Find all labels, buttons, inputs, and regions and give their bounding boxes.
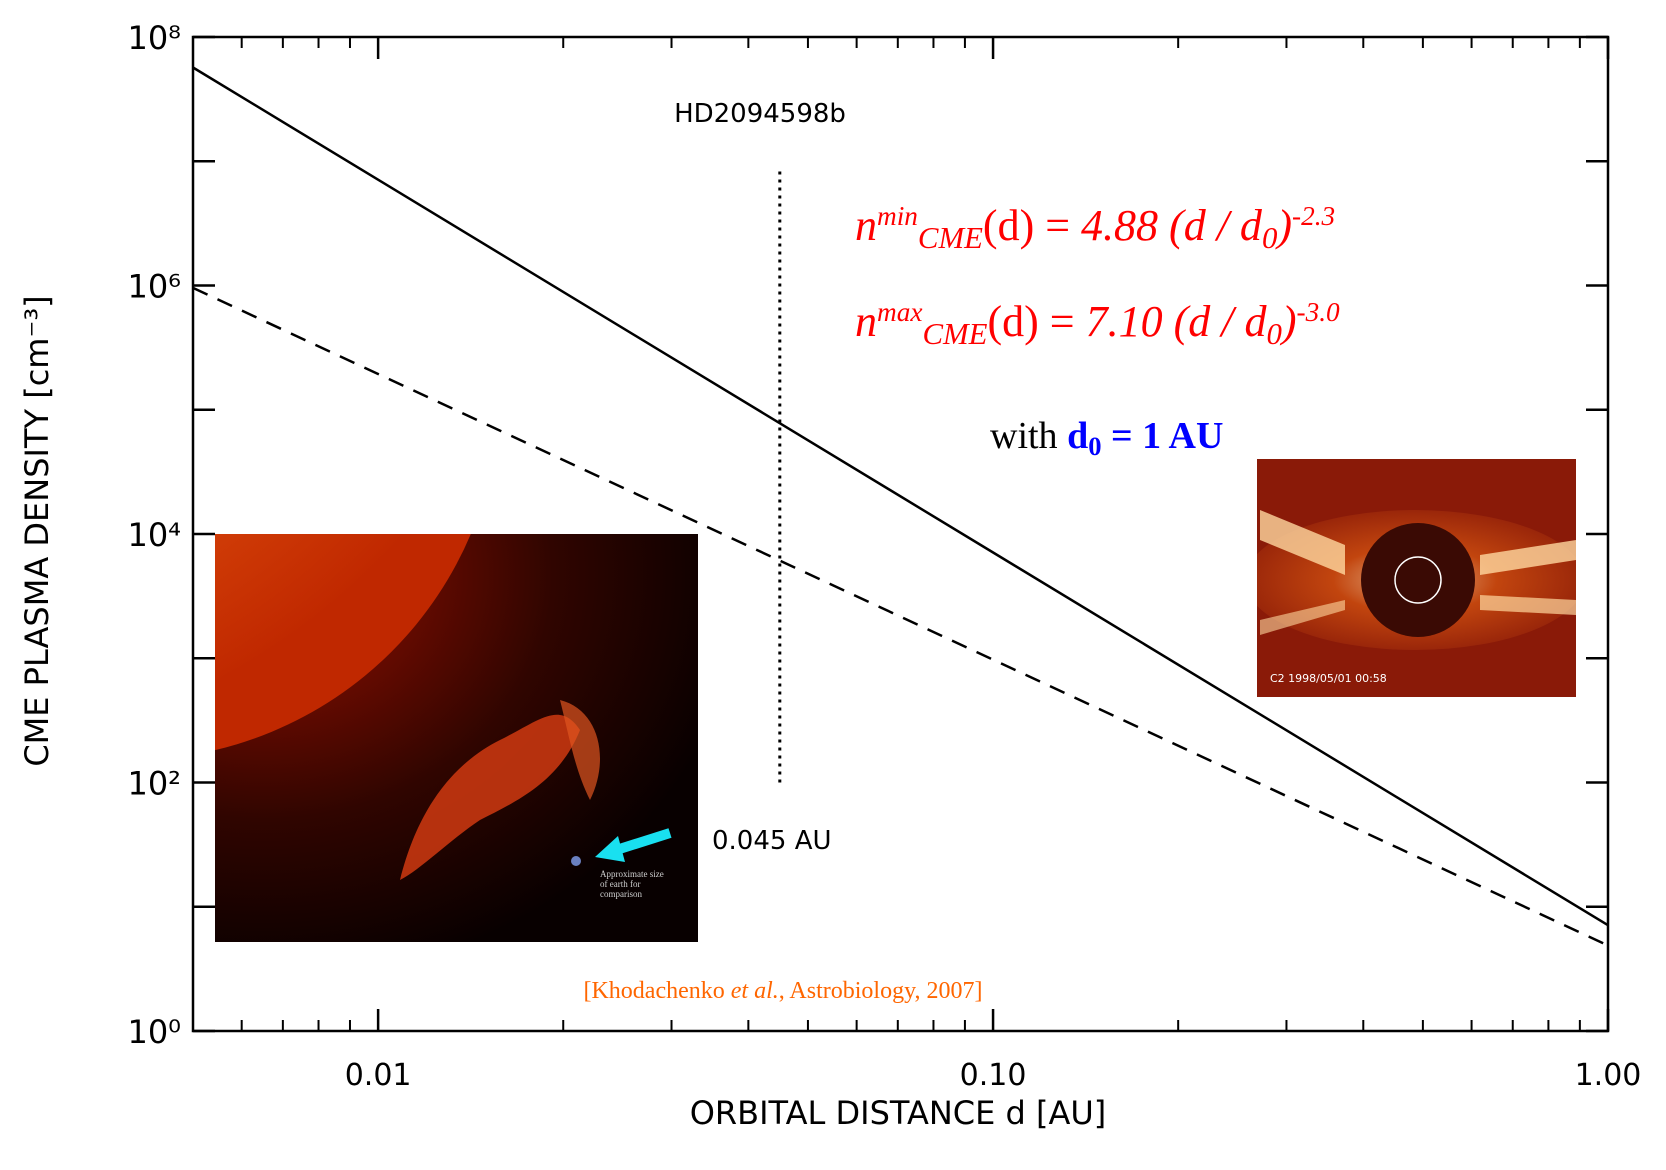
inset-caption: Approximate size (600, 869, 664, 879)
annotation-planet: HD2094598b (674, 99, 846, 129)
inset-coronagraph (1245, 459, 1585, 697)
text-part: CME (922, 317, 987, 351)
rich-text: [Khodachenko et al., Astrobiology, 2007] (583, 978, 982, 1004)
text-part: 0 (1262, 221, 1277, 255)
x-tick-label: 1.00 (1575, 1058, 1642, 1093)
x-tick-label: 0.10 (960, 1058, 1027, 1093)
rich-text: with d0 = 1 AU (990, 415, 1223, 461)
text-part: 4.88 (d / d (1081, 201, 1263, 250)
page: CME PLASMA DENSITY [cm⁻³] ORBITAL DISTAN… (0, 0, 1666, 1170)
rich-text: nminCME(d) = 4.88 (d / d0)-2.3 (855, 201, 1335, 255)
inset-sun (0, 20, 698, 942)
y-tick-label: 10⁰ (127, 1013, 181, 1051)
text-part: et al. (731, 978, 779, 1004)
chart: CME PLASMA DENSITY [cm⁻³] ORBITAL DISTAN… (0, 0, 1666, 1170)
text-part: 7.10 (d / d (1086, 297, 1268, 346)
text-part: (d) = (983, 201, 1081, 250)
y-tick-label: 10² (127, 765, 181, 803)
text-part: -3.0 (1297, 297, 1341, 327)
text-part: min (877, 201, 918, 231)
y-tick-label: 10⁶ (127, 268, 181, 306)
x-tick-label: 0.01 (345, 1058, 412, 1093)
text-part: 0 (1088, 431, 1101, 461)
x-axis-label: ORBITAL DISTANCE d [AU] (690, 1094, 1107, 1132)
text-part: d (1067, 415, 1088, 457)
text-part: -2.3 (1292, 201, 1335, 231)
text-part: n (855, 297, 877, 346)
text-part: with (990, 415, 1067, 457)
annotation-distance: 0.045 AU (712, 826, 832, 856)
text-part: ) (1279, 297, 1297, 346)
inset-caption: of earth for (600, 879, 640, 889)
text-part: (d) = (987, 297, 1085, 346)
text-part: , Astrobiology, 2007] (779, 978, 983, 1004)
text-part: CME (918, 221, 983, 255)
text-part: max (877, 297, 922, 327)
text-part: ) (1274, 201, 1292, 250)
y-axis-label: CME PLASMA DENSITY [cm⁻³] (18, 295, 56, 766)
text-part: n (855, 201, 877, 250)
inset-caption: comparison (600, 889, 642, 899)
text-part: 0 (1266, 317, 1281, 351)
text-part: [Khodachenko (583, 978, 730, 1004)
text-part: = 1 AU (1102, 415, 1224, 457)
y-tick-label: 10⁸ (127, 19, 181, 57)
y-tick-label: 10⁴ (127, 516, 181, 554)
inset-caption: C2 1998/05/01 00:58 (1270, 672, 1387, 685)
rich-text: nmaxCME(d) = 7.10 (d / d0)-3.0 (855, 297, 1340, 351)
